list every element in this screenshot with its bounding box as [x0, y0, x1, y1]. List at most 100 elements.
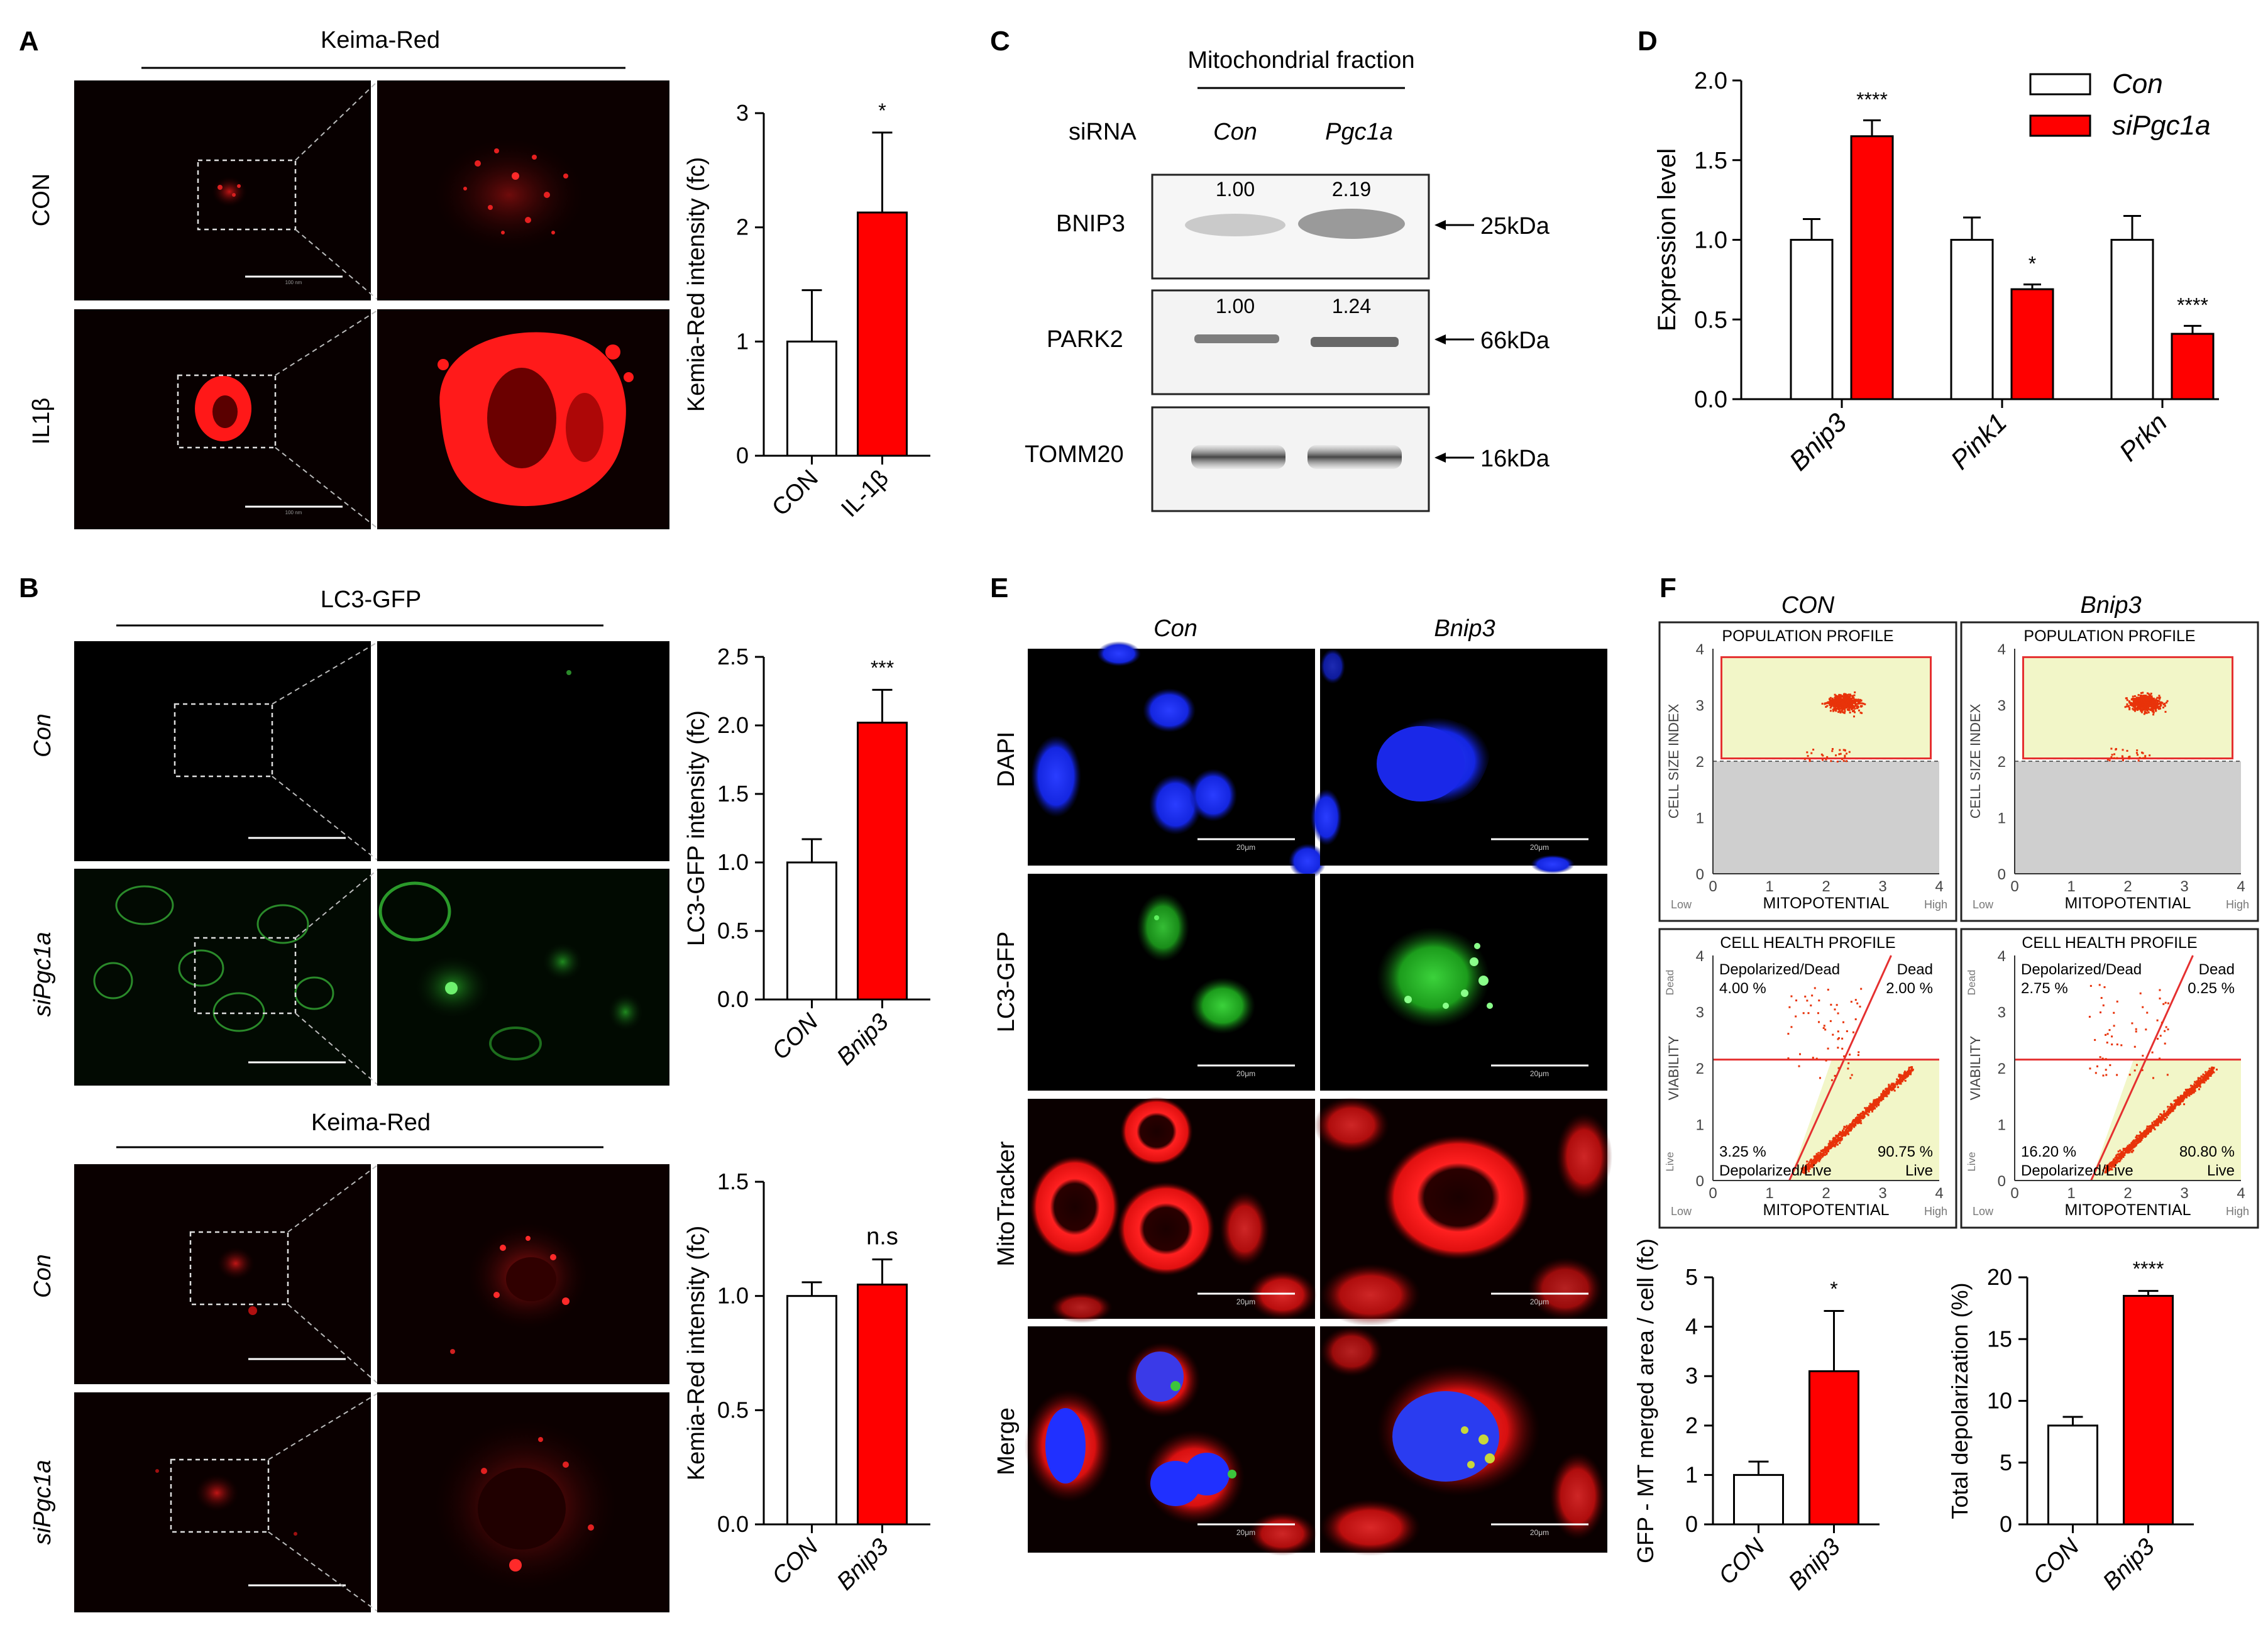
event-dot — [1830, 705, 1832, 707]
event-dot — [1821, 1155, 1824, 1158]
x-tick-label: CON — [767, 1533, 823, 1590]
event-dot — [1875, 1105, 1878, 1108]
event-dot — [1850, 706, 1852, 708]
event-dot — [2154, 1123, 2157, 1126]
event-dot — [2195, 1082, 2198, 1084]
event-dot — [2106, 758, 2109, 761]
event-dot — [2174, 1104, 2177, 1107]
event-dot — [1909, 1069, 1912, 1072]
blot-value-bnip3-con: 1.00 — [1216, 178, 1255, 201]
quadrant-value: 2.75 % — [2021, 980, 2068, 997]
event-dot — [1828, 698, 1830, 700]
event-dot — [1823, 1025, 1825, 1027]
event-dot — [1866, 1109, 1868, 1112]
blot-value-bnip3-pgc1a: 2.19 — [1332, 178, 1371, 201]
event-dot — [1839, 694, 1842, 696]
scalebar-label-e: 20μm — [1236, 1069, 1255, 1078]
event-dot — [1839, 712, 1842, 714]
event-dot — [1840, 702, 1842, 704]
event-dot — [2210, 1072, 2213, 1074]
event-dot — [2119, 1153, 2122, 1155]
event-dot — [1854, 1122, 1856, 1125]
event-dot — [2144, 711, 2147, 713]
event-dot — [1837, 1037, 1840, 1039]
event-dot — [2146, 1133, 2149, 1135]
event-dot — [1905, 1073, 1907, 1076]
quadrant-name: Dead — [2199, 961, 2235, 978]
event-dot — [1854, 1018, 1857, 1020]
event-dot — [1815, 1160, 1817, 1162]
event-dot — [2159, 1057, 2161, 1060]
event-dot — [2206, 1077, 2208, 1080]
event-dot — [1815, 1156, 1818, 1159]
event-dot — [2167, 1002, 2169, 1005]
event-dot — [1870, 1106, 1873, 1109]
event-dot — [1853, 694, 1856, 696]
event-dot — [2159, 701, 2161, 703]
legend-swatch — [2029, 73, 2091, 96]
event-dot — [2114, 1164, 2117, 1166]
scalebar-label-e: 20μm — [1236, 1297, 1255, 1306]
event-dot — [2132, 1149, 2135, 1152]
event-dot — [2197, 1077, 2199, 1079]
event-dot — [2135, 1136, 2137, 1138]
event-dot — [2106, 1033, 2109, 1035]
live-axis-label: Live — [1966, 1152, 1978, 1171]
event-dot — [2145, 708, 2147, 710]
event-dot — [1850, 697, 1852, 700]
event-dot — [1847, 699, 1850, 702]
event-dot — [1845, 703, 1847, 706]
event-dot — [2164, 1112, 2166, 1115]
event-dot — [1821, 759, 1824, 761]
bar — [2010, 288, 2054, 400]
cells-e-mito-bnip3 — [1314, 1097, 1612, 1326]
health-profile-title: CELL HEALTH PROFILE — [2022, 934, 2197, 952]
event-dot — [1819, 1156, 1821, 1159]
event-dot — [1840, 705, 1842, 707]
event-dot — [2121, 755, 2123, 757]
gray-region — [2015, 761, 2241, 874]
event-dot — [1814, 1160, 1817, 1163]
event-dot — [2164, 1042, 2166, 1045]
event-dot — [1850, 1001, 1852, 1003]
event-dot — [1834, 1143, 1836, 1146]
band-park2-pgc1a — [1311, 337, 1399, 347]
event-dot — [2176, 1102, 2179, 1104]
event-dot — [2105, 1069, 2107, 1071]
quadrant-name: Live — [2207, 1162, 2235, 1179]
low-label: Low — [1973, 898, 1994, 911]
event-dot — [1855, 700, 1858, 702]
event-dot — [1806, 1167, 1808, 1169]
event-dot — [2142, 1135, 2144, 1137]
event-dot — [2167, 1028, 2169, 1031]
event-dot — [1846, 694, 1849, 696]
event-dot — [2136, 1140, 2139, 1143]
event-dot — [1806, 751, 1808, 754]
event-dot — [1854, 707, 1856, 710]
event-dot — [2098, 984, 2101, 986]
event-dot — [1842, 703, 1844, 705]
event-dot — [2155, 707, 2158, 709]
blot-name-bnip3: BNIP3 — [1056, 211, 1125, 237]
event-dot — [2133, 700, 2135, 702]
y-tick-label: 0 — [1696, 1173, 1704, 1190]
event-dot — [2111, 1162, 2113, 1164]
event-dot — [1830, 1146, 1832, 1148]
event-dot — [1892, 1085, 1895, 1087]
event-dot — [2164, 710, 2167, 713]
event-dot — [1885, 1093, 1888, 1096]
event-dot — [2126, 1147, 2128, 1149]
event-dot — [2193, 1084, 2196, 1087]
y-tick-label: 2 — [1696, 754, 1704, 771]
event-dot — [1822, 1153, 1824, 1155]
bar — [1790, 239, 1834, 400]
event-dot — [2151, 1051, 2154, 1054]
event-dot — [1882, 1096, 1885, 1098]
event-dot — [1901, 1077, 1903, 1080]
event-dot — [1882, 1092, 1885, 1094]
event-dot — [2160, 701, 2162, 703]
event-dot — [1810, 1162, 1813, 1165]
event-dot — [2154, 703, 2157, 705]
event-dot — [1888, 1085, 1890, 1087]
event-dot — [2119, 1159, 2122, 1162]
